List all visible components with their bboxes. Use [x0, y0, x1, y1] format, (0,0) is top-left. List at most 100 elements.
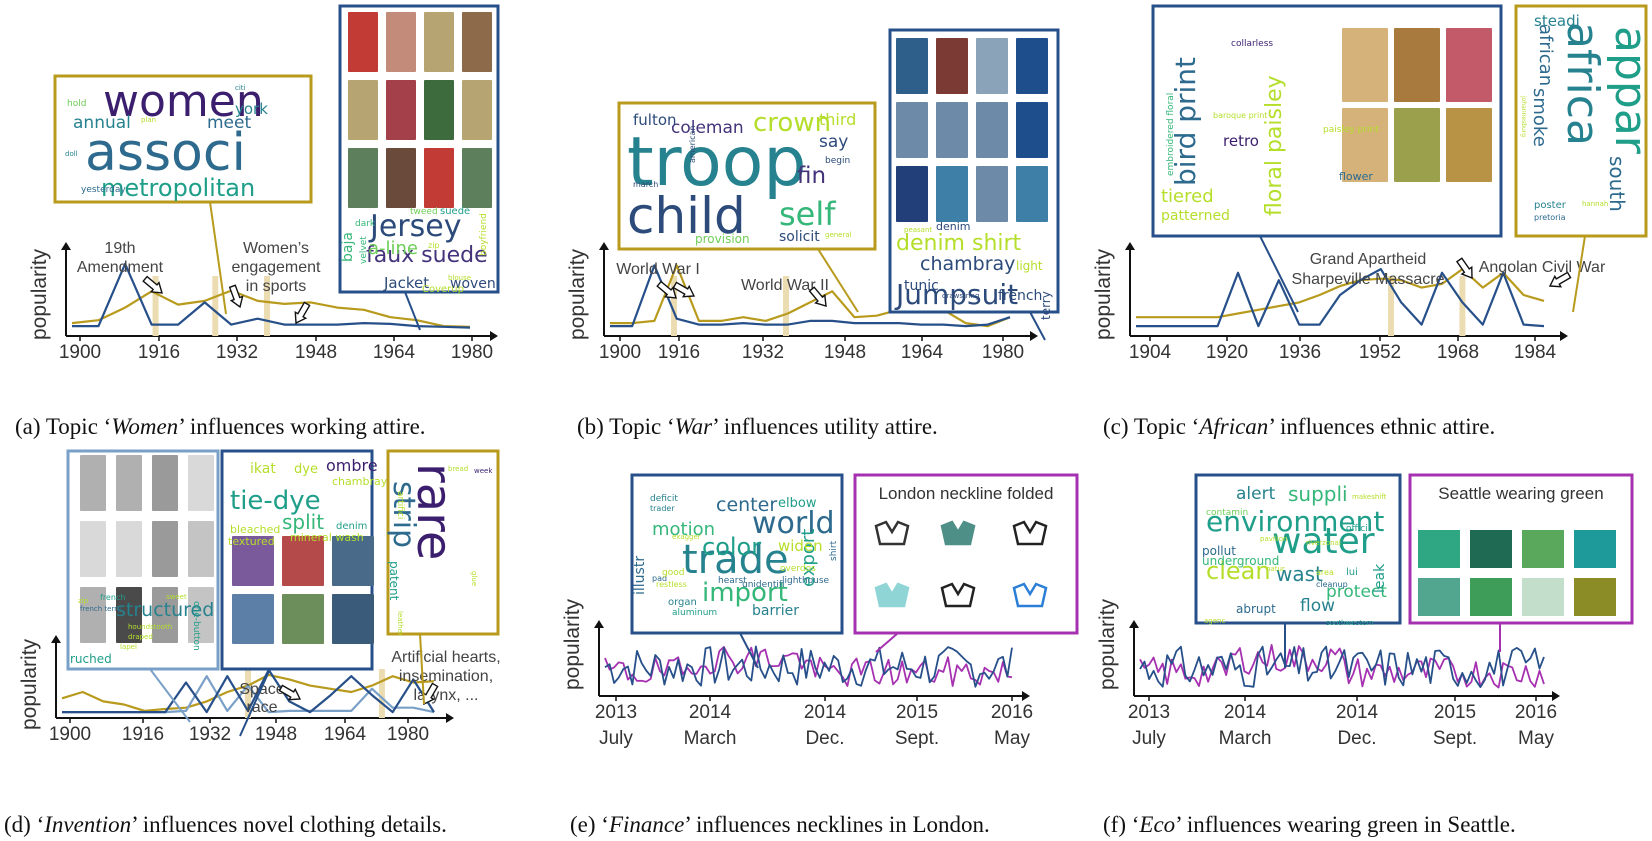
event-label: Artificial hearts, insemination, larynx, .…	[391, 649, 500, 704]
fashion-photos	[1342, 28, 1492, 182]
x-tick-label: 1900	[49, 724, 91, 745]
label-line: denim	[936, 220, 971, 233]
x-tick-label: 1948	[255, 724, 297, 745]
word: hold	[67, 99, 86, 109]
event-arrow	[142, 275, 163, 294]
label-line: 1968	[1437, 342, 1479, 363]
event-bar	[378, 669, 385, 718]
photo-thumbnail	[1342, 28, 1388, 102]
label-line: Jumpsuit	[894, 278, 1018, 311]
word: makeshift	[1352, 493, 1387, 501]
label-line: ruched	[70, 652, 112, 666]
x-axis-arrow	[490, 331, 498, 341]
label-line: french terry	[80, 605, 121, 613]
word: water	[1272, 521, 1375, 562]
word: march	[633, 180, 658, 189]
word: bread	[448, 465, 468, 473]
label-line: 2016	[1515, 702, 1557, 723]
photo-thumbnail	[896, 38, 928, 94]
label-line: 1916	[658, 342, 700, 363]
arrow-shape	[1455, 257, 1473, 280]
label-line: cleanup	[1316, 580, 1348, 589]
word: overdos	[780, 564, 816, 574]
label-line: unidentifi	[742, 580, 785, 590]
label-line: african	[1535, 24, 1556, 86]
caption-e: (e) ‘Finance’ influences necklines in Lo…	[570, 812, 990, 838]
neckline-icon	[1012, 582, 1048, 608]
label-line: tiered	[1161, 186, 1214, 207]
series-fashion	[604, 645, 1013, 688]
x-tick-label: 2016 May	[991, 702, 1033, 749]
photo-thumbnail	[188, 455, 214, 511]
y-axis-label: popularity	[1092, 248, 1115, 340]
label-line: 1932	[216, 342, 258, 363]
word: annual	[73, 113, 131, 133]
label-line: trade	[682, 537, 789, 583]
series-fashion	[1136, 268, 1545, 328]
label-line: 2015	[896, 702, 938, 723]
photo-thumbnail	[1016, 166, 1048, 222]
photo-thumbnail	[424, 148, 454, 208]
x-tick-label: 2013 July	[1128, 702, 1170, 749]
label-line: London neckline folded	[879, 484, 1054, 503]
series-fashion	[72, 262, 471, 329]
label-line: 2016	[991, 702, 1033, 723]
label-line: Jersey	[368, 209, 461, 244]
word: hannah	[1582, 200, 1608, 208]
label-line: flower	[1339, 170, 1373, 183]
event-bar	[1459, 276, 1466, 336]
y-axis-label: popularity	[28, 248, 51, 340]
word: Jumpsuit	[894, 278, 1018, 311]
word: rare	[406, 463, 462, 560]
label-line: plan	[141, 116, 156, 124]
word: export	[798, 529, 819, 587]
word: ruched	[70, 652, 112, 666]
x-tick-label: 1968	[1437, 342, 1479, 363]
word: unidentifi	[742, 580, 785, 590]
arrow-shape	[278, 684, 302, 701]
label-line: patterned	[1161, 208, 1230, 224]
label-line: one-button	[191, 601, 201, 651]
caption-a-post: ’ influences working attire.	[178, 414, 426, 439]
label-line: march	[633, 180, 658, 189]
label-line: 1900	[59, 342, 101, 363]
connector	[149, 668, 191, 723]
caption-c-pre: (c) Topic ‘	[1103, 414, 1200, 439]
label-line: 2014	[804, 702, 847, 723]
y-axis-arrow	[599, 242, 609, 250]
color-swatch	[1522, 578, 1564, 616]
arrow-shape	[808, 286, 827, 307]
label-line: 1900	[599, 342, 641, 363]
word: begin	[825, 156, 850, 166]
word: Jersey	[368, 209, 461, 244]
x-tick-label: 1952	[1359, 342, 1401, 363]
label-line: bird print	[1169, 57, 1202, 186]
event-bar	[264, 276, 271, 336]
x-tick-label: 1900	[59, 342, 101, 363]
label-line: terry	[1039, 291, 1053, 320]
connector	[209, 201, 227, 315]
word: zip	[78, 597, 89, 605]
photo-thumbnail	[80, 521, 106, 577]
event-arrow	[294, 301, 311, 325]
label-line: appar	[1605, 26, 1652, 155]
panel-c-axes: popularity 1904 1920 1936 1952 1968 1984	[1092, 242, 1568, 363]
arrow-shape	[1548, 271, 1572, 288]
label-line: wast	[1276, 562, 1323, 586]
label-line: pretoria	[1534, 213, 1566, 222]
word: underground	[1202, 554, 1279, 568]
label-line: tweed	[410, 207, 438, 217]
label-line: draped	[128, 633, 153, 641]
label-line: crown	[753, 108, 831, 138]
photo-thumbnail	[1446, 108, 1492, 182]
label-line: import	[702, 578, 788, 608]
neckline-icon	[940, 582, 976, 608]
color-swatch	[1418, 578, 1460, 616]
word: denim	[336, 521, 367, 532]
neckline-icon	[874, 582, 910, 608]
label-line: smoke	[1529, 88, 1550, 147]
x-tick-label: 2014 March	[684, 702, 737, 749]
y-axis-label: popularity	[561, 598, 584, 690]
label-line: africa	[1557, 22, 1608, 146]
